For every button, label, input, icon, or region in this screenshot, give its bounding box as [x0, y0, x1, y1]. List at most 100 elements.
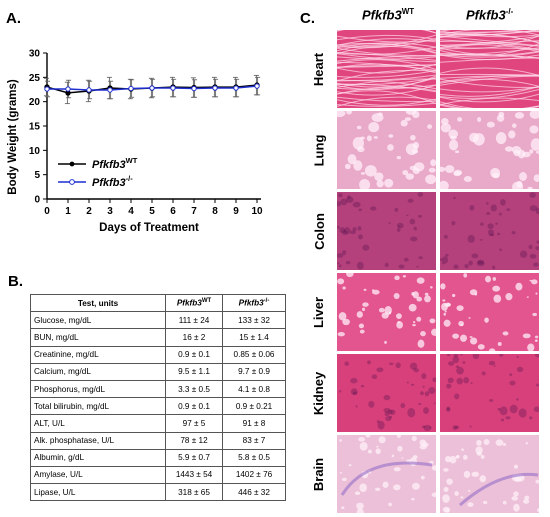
- test-name-cell: Glucose, mg/dL: [30, 311, 166, 330]
- body-weight-chart: Body Weight (grams) Days of Treatment Pf…: [7, 49, 263, 235]
- organ-label-text: Colon: [311, 212, 327, 250]
- header-wt: Pfkfb3WT: [165, 293, 223, 313]
- histology-image-liver-ko: [440, 273, 539, 351]
- x-tick-label: 6: [170, 206, 176, 217]
- table-row: Glucose, mg/dL 111 ± 24 133 ± 32: [30, 311, 286, 330]
- table-row: ALT, U/L 97 ± 5 91 ± 8: [30, 414, 286, 433]
- wt-value-cell: 78 ± 12: [165, 431, 223, 450]
- data-point: [44, 86, 50, 92]
- data-point: [191, 85, 197, 92]
- y-tick-label: 25: [29, 73, 41, 84]
- organ-label-liver: Liver: [304, 273, 334, 351]
- data-point: [170, 85, 176, 91]
- ko-value-cell: 0.85 ± 0.06: [222, 345, 286, 364]
- x-tick-label: 3: [107, 206, 113, 217]
- ko-value-cell: 0.9 ± 0.21: [222, 397, 286, 416]
- organ-label-kidney: Kidney: [304, 354, 334, 432]
- test-name-cell: Albumin, g/dL: [30, 448, 166, 467]
- histology-image-brain-wt: [337, 435, 436, 513]
- x-tick-label: 7: [191, 206, 197, 217]
- data-point: [149, 85, 155, 91]
- table-row: Phosphorus, mg/dL 3.3 ± 0.5 4.1 ± 0.8: [30, 379, 286, 399]
- histology-image-lung-ko: [440, 111, 539, 189]
- wt-value-cell: 16 ± 2: [165, 328, 223, 347]
- histology-image-heart-wt: [337, 30, 436, 108]
- test-name-cell: ALT, U/L: [30, 414, 166, 433]
- wt-value-cell: 111 ± 24: [165, 311, 223, 330]
- histology-image-colon-wt: [337, 192, 436, 270]
- test-name-cell: Calcium, mg/dL: [30, 362, 166, 381]
- test-name-cell: Creatinine, mg/dL: [30, 345, 166, 364]
- organ-label-heart: Heart: [304, 30, 334, 108]
- organ-label-brain: Brain: [304, 435, 334, 513]
- histology-image-heart-ko: [440, 30, 539, 108]
- x-tick-label: 2: [86, 206, 92, 217]
- table-row: Albumin, g/dL 5.9 ± 0.7 5.8 ± 0.5: [30, 448, 286, 467]
- histology-image-lung-wt: [337, 111, 436, 189]
- wt-value-cell: 9.5 ± 1.1: [165, 362, 223, 381]
- x-tick-label: 5: [149, 206, 155, 217]
- wt-value-cell: 97 ± 5: [165, 414, 223, 433]
- wt-value-cell: 3.3 ± 0.5: [165, 379, 223, 399]
- y-tick-label: 0: [34, 195, 40, 206]
- y-tick-label: 20: [29, 97, 41, 108]
- chart-xlabel: Days of Treatment: [99, 222, 199, 234]
- legend-wt: Pfkfb3WT: [92, 156, 138, 171]
- x-tick-label: 10: [251, 206, 263, 217]
- test-name-cell: Total bilirubin, mg/dL: [30, 397, 166, 416]
- organ-label-text: Lung: [311, 134, 327, 166]
- table-row: BUN, mg/dL 16 ± 2 15 ± 1.4: [30, 328, 286, 347]
- data-point: [65, 86, 71, 92]
- ko-value-cell: 9.7 ± 0.9: [222, 362, 286, 381]
- legend-ko: Pfkfb3-/-: [92, 174, 133, 189]
- organ-label-text: Kidney: [311, 371, 327, 415]
- table-row: Amylase, U/L 1443 ± 54 1402 ± 76: [30, 465, 286, 485]
- x-tick-label: 0: [44, 206, 50, 217]
- ko-value-cell: 91 ± 8: [222, 414, 286, 433]
- x-tick-label: 9: [233, 206, 239, 217]
- panel-c-label: C.: [300, 10, 315, 27]
- ko-value-cell: 133 ± 32: [222, 311, 286, 330]
- panel-b-label: B.: [8, 273, 23, 290]
- chart-legend: Pfkfb3WT Pfkfb3-/-: [58, 156, 138, 189]
- table-row: Lipase, U/L 318 ± 65 446 ± 32: [30, 483, 286, 502]
- panel-a-label: A.: [6, 10, 21, 27]
- header-ko: Pfkfb3-/-: [222, 293, 286, 313]
- data-point: [107, 87, 113, 93]
- data-point: [212, 85, 218, 91]
- test-name-cell: BUN, mg/dL: [30, 328, 166, 347]
- blood-chemistry-table-container: Test, units Pfkfb3WT Pfkfb3-/- Glucose, …: [30, 293, 286, 502]
- x-tick-label: 8: [212, 206, 218, 217]
- organ-label-text: Brain: [311, 457, 327, 491]
- histology-col-wt: Pfkfb3WT: [362, 7, 415, 23]
- organ-label-lung: Lung: [304, 111, 334, 189]
- histology-image-kidney-ko: [440, 354, 539, 432]
- wt-value-cell: 0.9 ± 0.1: [165, 345, 223, 364]
- table-row: Creatinine, mg/dL 0.9 ± 0.1 0.85 ± 0.06: [30, 345, 286, 364]
- chart-ylabel: Body Weight (grams): [7, 79, 19, 195]
- histology-image-colon-ko: [440, 192, 539, 270]
- header-test-units: Test, units: [30, 293, 166, 313]
- table-header-row: Test, units Pfkfb3WT Pfkfb3-/-: [30, 293, 286, 313]
- wt-value-cell: 318 ± 65: [165, 483, 223, 502]
- ko-value-cell: 1402 ± 76: [222, 465, 286, 485]
- histology-image-kidney-wt: [337, 354, 436, 432]
- ko-value-cell: 5.8 ± 0.5: [222, 448, 286, 467]
- test-name-cell: Phosphorus, mg/dL: [30, 379, 166, 399]
- table-row: Calcium, mg/dL 9.5 ± 1.1 9.7 ± 0.9: [30, 362, 286, 381]
- table-row: Total bilirubin, mg/dL 0.9 ± 0.1 0.9 ± 0.2…: [30, 397, 286, 416]
- x-tick-label: 4: [128, 206, 134, 217]
- test-name-cell: Alk. phosphatase, U/L: [30, 431, 166, 450]
- histology-col-ko: Pfkfb3-/-: [466, 7, 514, 23]
- y-tick-label: 15: [29, 122, 41, 133]
- organ-label-colon: Colon: [304, 192, 334, 270]
- data-point: [86, 87, 92, 93]
- histology-image-brain-ko: [440, 435, 539, 513]
- y-tick-label: 5: [34, 170, 40, 181]
- wt-value-cell: 0.9 ± 0.1: [165, 397, 223, 416]
- data-point: [233, 85, 239, 91]
- test-name-cell: Lipase, U/L: [30, 483, 166, 502]
- ko-value-cell: 15 ± 1.4: [222, 328, 286, 347]
- ko-value-cell: 83 ± 7: [222, 431, 286, 450]
- test-name-cell: Amylase, U/L: [30, 465, 166, 485]
